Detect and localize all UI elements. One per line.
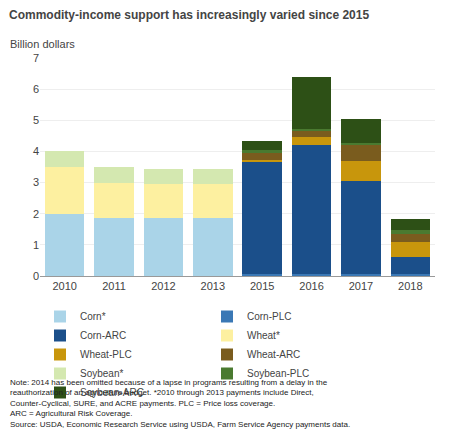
svg-text:Commodity-income support has i: Commodity-income support has increasingl… [9,8,369,22]
svg-text:Billion dollars: Billion dollars [10,38,75,50]
svg-text:Corn-PLC: Corn-PLC [247,311,291,322]
svg-text:2011: 2011 [102,280,126,292]
svg-text:2012: 2012 [151,280,175,292]
svg-text:2013: 2013 [201,280,225,292]
svg-text:2010: 2010 [52,280,76,292]
svg-text:0: 0 [33,270,39,282]
svg-text:Note: 2014 has been omitted be: Note: 2014 has been omitted because of a… [10,378,350,429]
svg-text:1: 1 [33,239,39,251]
svg-text:4: 4 [33,145,39,157]
svg-text:Wheat*: Wheat* [247,330,280,341]
svg-text:Soybean*: Soybean* [80,368,123,379]
svg-text:5: 5 [33,114,39,126]
svg-text:2015: 2015 [250,280,274,292]
svg-text:Corn-ARC: Corn-ARC [80,330,126,341]
svg-text:3: 3 [33,176,39,188]
svg-text:Wheat-PLC: Wheat-PLC [80,349,132,360]
svg-text:Corn*: Corn* [80,311,106,322]
svg-text:7: 7 [33,52,39,64]
svg-text:Soybean-PLC: Soybean-PLC [247,368,309,379]
svg-text:2016: 2016 [299,280,323,292]
svg-text:6: 6 [33,83,39,95]
svg-text:2017: 2017 [349,280,373,292]
svg-text:2: 2 [33,208,39,220]
svg-text:Wheat-ARC: Wheat-ARC [247,349,300,360]
svg-text:Soybean-ARC: Soybean-ARC [80,387,144,398]
svg-text:2018: 2018 [398,280,422,292]
